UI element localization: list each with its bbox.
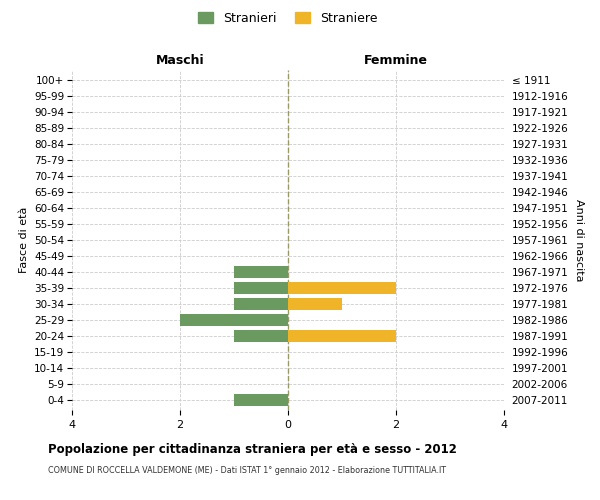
Text: COMUNE DI ROCCELLA VALDEMONE (ME) - Dati ISTAT 1° gennaio 2012 - Elaborazione TU: COMUNE DI ROCCELLA VALDEMONE (ME) - Dati… [48, 466, 446, 475]
Y-axis label: Fasce di età: Fasce di età [19, 207, 29, 273]
Legend: Stranieri, Straniere: Stranieri, Straniere [198, 12, 378, 24]
Bar [234, 282, 288, 294]
Bar [234, 330, 288, 342]
Text: Femmine: Femmine [364, 54, 428, 67]
Text: Popolazione per cittadinanza straniera per età e sesso - 2012: Popolazione per cittadinanza straniera p… [48, 442, 457, 456]
Bar [288, 282, 396, 294]
Y-axis label: Anni di nascita: Anni di nascita [574, 198, 584, 281]
Bar [288, 330, 396, 342]
Text: Maschi: Maschi [155, 54, 205, 67]
Bar [234, 394, 288, 406]
Bar [288, 298, 342, 310]
Bar [180, 314, 288, 326]
Bar [234, 266, 288, 278]
Bar [234, 298, 288, 310]
